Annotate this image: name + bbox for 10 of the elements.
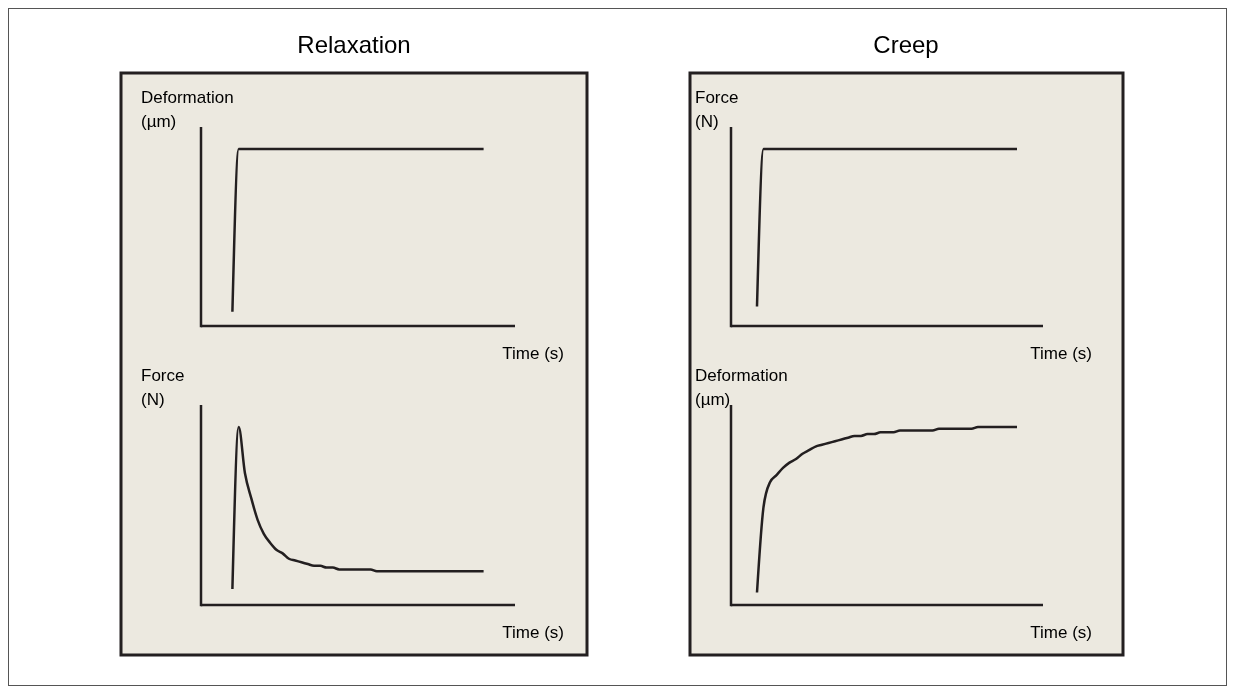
y-axis-title: Force (N)	[141, 366, 185, 409]
chart-title: Creep	[873, 31, 939, 58]
y-axis-title: Force (N)	[695, 88, 739, 131]
x-axis-title: Time (s)	[1030, 623, 1092, 642]
x-axis-title: Time (s)	[502, 344, 564, 363]
x-axis-title: Time (s)	[502, 623, 564, 642]
y-axis-title: Deformation (µm)	[695, 366, 788, 409]
chart-title: Relaxation	[297, 31, 411, 58]
y-axis-title: Deformation (µm)	[141, 88, 234, 131]
x-axis-title: Time (s)	[1030, 344, 1092, 363]
